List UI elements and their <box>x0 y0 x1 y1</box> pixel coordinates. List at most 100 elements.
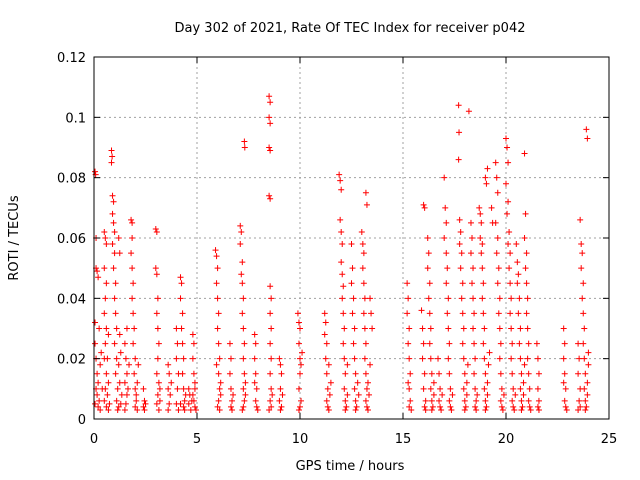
data-point <box>517 355 524 362</box>
data-point <box>153 271 160 278</box>
data-point <box>521 150 528 157</box>
data-point <box>181 406 188 413</box>
data-point <box>322 355 329 362</box>
data-point <box>226 370 233 377</box>
data-point <box>230 391 237 398</box>
data-point <box>109 192 116 199</box>
data-point <box>352 370 359 377</box>
data-point <box>215 370 222 377</box>
data-point <box>509 397 516 404</box>
data-point <box>512 391 519 398</box>
data-point <box>92 168 99 175</box>
data-point <box>217 391 224 398</box>
data-point <box>267 340 274 347</box>
data-point <box>254 406 261 413</box>
data-point <box>154 391 161 398</box>
data-point <box>418 307 425 314</box>
data-point <box>525 370 532 377</box>
data-point <box>518 370 525 377</box>
data-point <box>499 406 506 413</box>
data-point <box>251 379 258 386</box>
data-point <box>575 370 582 377</box>
data-point <box>505 198 512 205</box>
data-point <box>238 228 245 235</box>
data-point <box>214 295 221 302</box>
data-point <box>299 349 306 356</box>
data-point <box>461 370 468 377</box>
data-point <box>129 295 136 302</box>
data-point <box>95 274 102 281</box>
data-point <box>472 385 479 392</box>
data-point <box>584 391 591 398</box>
data-point <box>253 403 260 410</box>
data-point <box>175 406 182 413</box>
data-point <box>336 171 343 178</box>
data-point <box>481 325 488 332</box>
data-point <box>189 331 196 338</box>
data-point <box>109 210 116 217</box>
data-point <box>480 340 487 347</box>
data-point <box>435 355 442 362</box>
data-point <box>339 241 346 248</box>
data-point <box>488 204 495 211</box>
data-point <box>479 265 486 272</box>
data-point <box>112 310 119 317</box>
data-point <box>123 370 130 377</box>
data-point <box>473 406 480 413</box>
data-point <box>482 397 489 404</box>
data-point <box>267 147 274 154</box>
data-point <box>190 340 197 347</box>
data-point <box>505 241 512 248</box>
data-point <box>92 319 99 326</box>
data-point <box>582 370 589 377</box>
data-point <box>523 310 530 317</box>
data-point <box>297 370 303 377</box>
data-point <box>478 219 485 226</box>
data-point <box>165 361 172 368</box>
data-point <box>580 280 587 287</box>
data-point <box>130 310 137 317</box>
data-point <box>191 403 198 410</box>
data-point <box>507 250 514 257</box>
data-point <box>327 379 334 386</box>
data-point <box>129 219 136 226</box>
data-point <box>443 250 450 257</box>
data-point <box>191 379 198 386</box>
data-point <box>94 268 101 275</box>
data-point <box>173 325 180 332</box>
data-point <box>121 340 128 347</box>
data-point <box>482 370 489 377</box>
data-point <box>483 403 490 410</box>
data-point <box>534 403 541 410</box>
data-point <box>242 391 249 398</box>
data-point <box>467 219 474 226</box>
data-point <box>561 370 568 377</box>
data-point <box>362 397 369 404</box>
data-point <box>518 406 525 413</box>
data-point <box>367 361 374 368</box>
data-point <box>562 403 569 410</box>
data-points <box>92 93 592 413</box>
data-point <box>344 361 351 368</box>
data-point <box>422 406 429 413</box>
data-point <box>511 406 518 413</box>
data-point <box>561 397 568 404</box>
data-point <box>141 397 148 404</box>
data-point <box>479 241 486 248</box>
data-point <box>359 265 366 272</box>
data-point <box>476 204 483 211</box>
data-point <box>422 397 429 404</box>
data-point <box>348 241 355 248</box>
data-point <box>189 391 196 398</box>
data-point <box>497 397 504 404</box>
data-point <box>113 355 120 362</box>
data-point <box>117 349 124 356</box>
data-point <box>177 274 184 281</box>
data-point <box>140 403 147 410</box>
data-point <box>477 235 484 241</box>
data-point <box>426 310 433 317</box>
data-point <box>579 295 586 302</box>
data-point <box>578 241 585 248</box>
data-point <box>214 325 221 332</box>
data-point <box>486 349 493 356</box>
